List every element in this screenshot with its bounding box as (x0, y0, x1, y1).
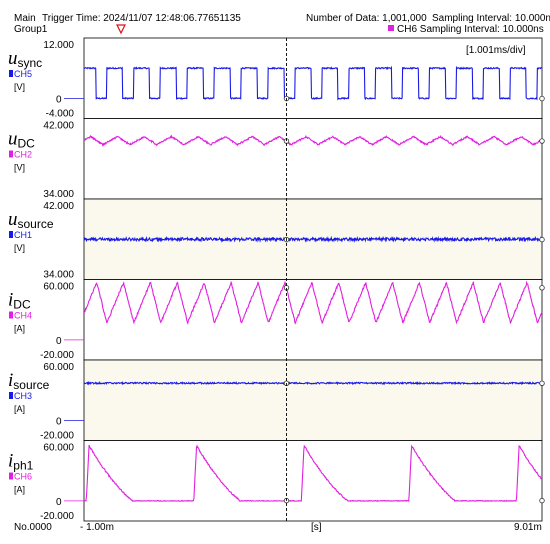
zero-label: 0 (56, 336, 62, 347)
end-marker (539, 236, 545, 243)
channel-color-swatch (9, 231, 13, 238)
zero-label: 0 (56, 497, 62, 508)
y-tick-top: 42.000 (43, 201, 74, 212)
y-tick-bottom: -4.000 (46, 109, 75, 120)
channel-id: CH1 (14, 230, 32, 240)
timebase-label: [1.001ms/div] (466, 45, 526, 56)
channel-id: CH4 (14, 311, 32, 321)
channel-symbol: u (8, 48, 18, 69)
channel-title: usync (8, 48, 42, 70)
trigger-time: Trigger Time: 2024/11/07 12:48:06.776511… (42, 13, 241, 24)
waveform-trace (83, 444, 543, 503)
channel-subscript: DC (13, 298, 31, 312)
sampling-interval: Sampling Interval: 10.000ns (432, 13, 550, 24)
waveform-trace (83, 380, 543, 386)
channel-title: isource (8, 370, 50, 392)
channel-color-swatch (9, 70, 13, 77)
y-tick-bottom: 34.000 (43, 270, 74, 281)
group-label: Group1 (14, 24, 48, 35)
channel-title: uDC (8, 129, 35, 151)
channel-subscript: ph1 (13, 459, 33, 473)
y-tick-top: 42.000 (43, 121, 74, 132)
y-tick-top: 60.000 (43, 443, 74, 454)
y-tick-top: 60.000 (43, 282, 74, 293)
waveform-trace (83, 65, 543, 101)
plot-area (83, 359, 543, 441)
waveform-trace (83, 235, 543, 243)
channel-subscript: sync (18, 56, 43, 70)
number-of-data: Number of Data: 1,001,000 (306, 13, 427, 24)
end-marker (539, 285, 545, 291)
channel-symbol: u (8, 129, 18, 150)
y-tick-bottom: -20.000 (40, 350, 74, 361)
x-unit-label: [s] (311, 522, 322, 533)
zero-label: 0 (56, 94, 62, 105)
channel-subscript: source (18, 217, 54, 231)
end-marker (539, 138, 545, 144)
x-start-label: - 1.00m (80, 522, 114, 533)
y-tick-bottom: -20.000 (40, 511, 74, 522)
channel-unit: [A] (14, 404, 25, 414)
waveform-trace (83, 134, 543, 147)
end-marker (539, 95, 545, 102)
x-end-label: 9.01m (514, 522, 542, 533)
end-marker (539, 497, 545, 504)
channel-color-swatch (9, 392, 13, 399)
zero-label: 0 (56, 416, 62, 427)
channel-id: CH2 (14, 150, 32, 160)
channel-color-swatch (9, 150, 13, 158)
record-number: No.0000 (14, 522, 52, 533)
channel-unit: [A] (14, 324, 25, 334)
channel-id: CH6 (14, 472, 32, 482)
waveform-trace (83, 280, 543, 325)
channel-subscript: DC (18, 137, 36, 151)
channel-title: iph1 (8, 451, 34, 473)
channel-color-swatch (9, 472, 13, 480)
channel-title: iDC (8, 290, 31, 312)
channel-subscript: source (13, 378, 49, 392)
channel-unit: [A] (14, 485, 25, 495)
channel-id: CH3 (14, 391, 32, 401)
y-tick-bottom: -20.000 (40, 431, 74, 442)
channel-unit: [V] (14, 82, 25, 92)
ch6-color-swatch (388, 25, 394, 31)
channel-symbol: i (8, 290, 13, 311)
ch6-sampling-interval: CH6 Sampling Interval: 10.000ns (397, 24, 544, 35)
y-tick-top: 60.000 (43, 362, 74, 373)
channel-id: CH5 (14, 69, 32, 79)
channel-symbol: u (8, 209, 18, 230)
trigger-marker-icon (116, 24, 126, 35)
channel-symbol: i (8, 451, 13, 472)
y-tick-bottom: 34.000 (43, 189, 74, 200)
channel-symbol: i (8, 370, 13, 391)
plot-area (83, 440, 543, 522)
channel-title: usource (8, 209, 54, 231)
plot-area (83, 118, 543, 200)
channel-unit: [V] (14, 243, 25, 253)
timebase-box (462, 42, 537, 56)
end-marker (539, 380, 545, 386)
channel-color-swatch (9, 311, 13, 319)
y-tick-top: 12.000 (43, 40, 74, 51)
main-label: Main (14, 13, 36, 24)
channel-unit: [V] (14, 163, 25, 173)
